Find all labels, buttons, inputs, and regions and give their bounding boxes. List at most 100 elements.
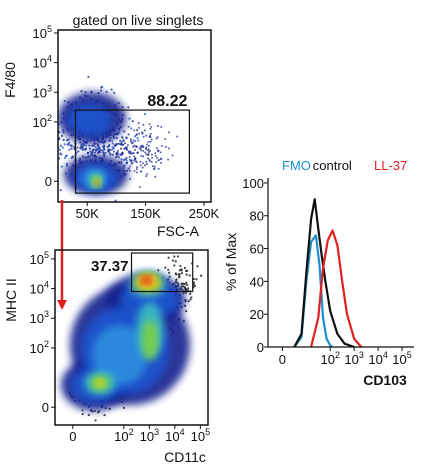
event-dot bbox=[135, 171, 138, 174]
event-dot bbox=[143, 164, 146, 167]
tick-exponent: 5 bbox=[407, 350, 412, 360]
event-dot bbox=[142, 146, 145, 149]
event-dot bbox=[145, 153, 148, 156]
event-dot bbox=[119, 147, 123, 150]
event-dot bbox=[103, 414, 106, 417]
event-dot bbox=[103, 148, 106, 151]
event-dot bbox=[52, 155, 54, 157]
event-dot bbox=[183, 266, 187, 270]
event-dot bbox=[130, 162, 133, 165]
x-tick-label: 105 bbox=[392, 350, 411, 367]
event-dot bbox=[126, 148, 129, 151]
y-tick-label: 102 bbox=[33, 113, 52, 130]
event-dot bbox=[173, 264, 176, 267]
event-dot bbox=[87, 75, 90, 78]
event-dot bbox=[81, 409, 84, 412]
event-dot bbox=[152, 168, 155, 171]
event-dot bbox=[139, 145, 142, 148]
event-dot bbox=[156, 149, 159, 152]
event-dot bbox=[147, 140, 150, 143]
event-dot bbox=[112, 147, 115, 150]
event-dot bbox=[110, 88, 113, 91]
event-dot bbox=[145, 160, 148, 163]
event-dot bbox=[120, 143, 123, 146]
x-tick-label: 102 bbox=[114, 427, 133, 444]
event-dot bbox=[168, 275, 171, 278]
event-dot bbox=[151, 156, 154, 159]
event-dot bbox=[138, 126, 141, 129]
event-dot bbox=[156, 136, 159, 139]
event-dot bbox=[99, 89, 103, 92]
event-dot bbox=[137, 139, 140, 142]
event-dot bbox=[60, 165, 64, 168]
event-dot bbox=[141, 162, 144, 165]
event-dot bbox=[174, 280, 178, 283]
density-blob bbox=[68, 104, 112, 136]
event-dot bbox=[133, 135, 137, 138]
event-dot bbox=[114, 199, 117, 202]
event-dot bbox=[187, 300, 190, 303]
event-dot bbox=[69, 144, 72, 147]
event-dot bbox=[129, 165, 132, 168]
event-dot bbox=[195, 278, 198, 281]
event-dot bbox=[63, 143, 66, 146]
event-dot bbox=[183, 282, 186, 286]
event-dot bbox=[114, 144, 117, 147]
event-dot bbox=[131, 152, 134, 155]
event-dot bbox=[150, 138, 153, 141]
event-dot bbox=[134, 158, 137, 161]
event-dot bbox=[167, 158, 170, 161]
event-dot bbox=[104, 151, 107, 155]
density-blob bbox=[95, 180, 99, 186]
event-dot bbox=[145, 143, 148, 146]
event-dot bbox=[92, 144, 95, 147]
event-dot bbox=[178, 275, 181, 278]
event-dot bbox=[60, 134, 64, 137]
event-dot bbox=[113, 150, 116, 153]
event-dot bbox=[63, 156, 67, 159]
event-dot bbox=[167, 147, 170, 150]
event-dot bbox=[136, 128, 139, 132]
event-dot bbox=[80, 90, 83, 93]
event-dot bbox=[124, 146, 127, 149]
event-dot bbox=[58, 148, 62, 151]
event-dot bbox=[141, 132, 144, 135]
event-dot bbox=[54, 116, 56, 118]
tick-exponent: 3 bbox=[47, 83, 52, 93]
event-dot bbox=[77, 150, 80, 153]
event-dot bbox=[86, 151, 90, 154]
event-dot bbox=[84, 147, 87, 151]
plot2-gate-label: 37.37 bbox=[91, 258, 129, 275]
event-dot bbox=[94, 151, 97, 154]
plot3-series bbox=[293, 198, 363, 349]
event-dot bbox=[61, 146, 65, 149]
event-dot bbox=[53, 127, 55, 129]
event-dot bbox=[49, 108, 51, 110]
event-dot bbox=[174, 260, 177, 263]
event-dot bbox=[179, 264, 182, 268]
event-dot bbox=[149, 127, 152, 130]
event-dot bbox=[97, 150, 101, 154]
density-blob bbox=[92, 325, 148, 385]
event-dot bbox=[149, 159, 152, 162]
y-tick-label: 20 bbox=[250, 307, 264, 322]
event-dot bbox=[120, 141, 123, 144]
x-tick-label: 250K bbox=[189, 206, 220, 221]
event-dot bbox=[154, 154, 157, 157]
event-dot bbox=[177, 273, 180, 276]
y-tick-label: 103 bbox=[30, 309, 49, 326]
density-blob bbox=[95, 379, 105, 387]
event-dot bbox=[167, 131, 170, 134]
event-dot bbox=[176, 135, 179, 138]
event-dot bbox=[59, 144, 62, 147]
event-dot bbox=[116, 149, 119, 152]
x-tick-label: 150K bbox=[130, 206, 161, 221]
histogram-line bbox=[293, 198, 355, 349]
event-dot bbox=[122, 159, 125, 162]
tick-exponent: 5 bbox=[47, 24, 52, 34]
plot2-gate-rect bbox=[130, 252, 194, 293]
event-dot bbox=[138, 147, 141, 150]
x-tick-label: 103 bbox=[140, 427, 159, 444]
event-dot bbox=[88, 428, 90, 430]
density-blob bbox=[142, 320, 158, 360]
